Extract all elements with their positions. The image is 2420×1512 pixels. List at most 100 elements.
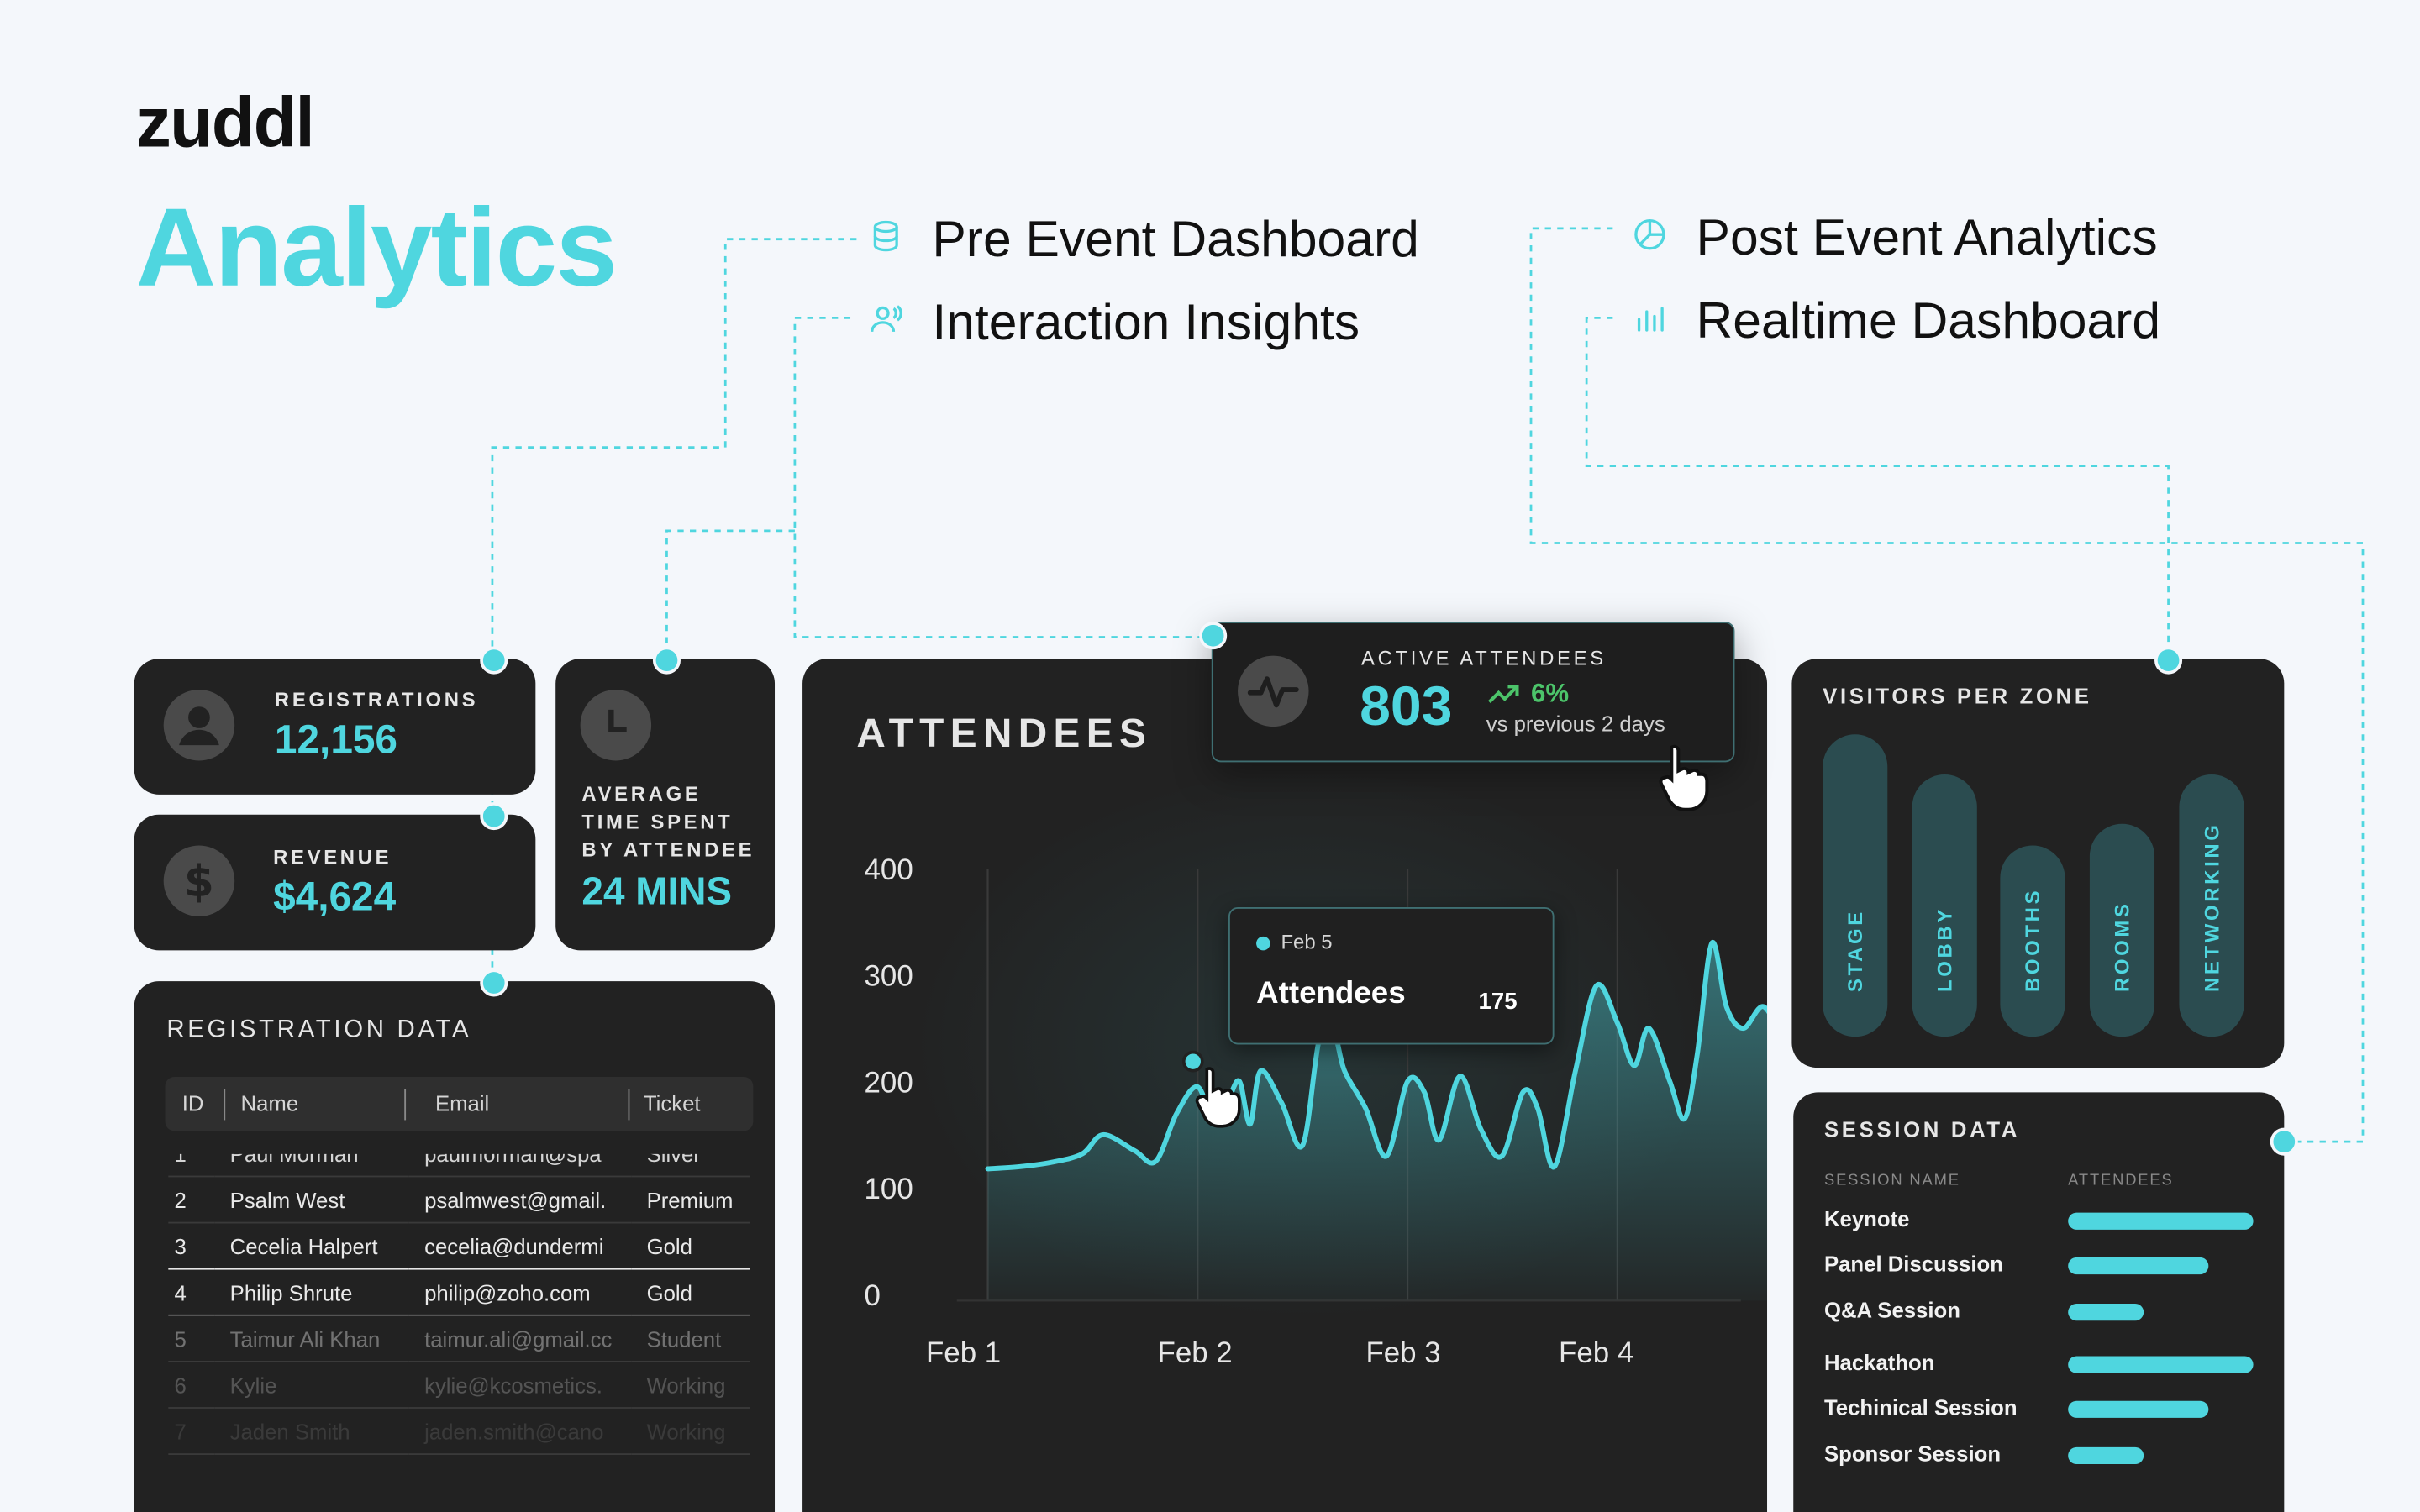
attendees-chart[interactable]: 400 300 200 100 0 Feb 1 Feb 2 Feb 3 Feb 4 (802, 659, 1768, 1512)
session-attendees-column: ATTENDEES (2068, 1172, 2174, 1190)
zuddl-logo: zuddl (135, 81, 315, 162)
average-time-value: 24 MINS (581, 869, 733, 914)
session-name: Q&A Session (1823, 1297, 1960, 1323)
user-icon (163, 690, 235, 761)
session-row[interactable]: Q&A Session (1824, 1294, 2272, 1331)
y-tick-label: 200 (865, 1066, 913, 1099)
active-attendees-card[interactable]: ACTIVE ATTENDEES 803 6% vs previous 2 da… (1211, 622, 1735, 763)
table-row[interactable]: 6 Kylie kylie@kcosmetics. Working (168, 1361, 750, 1409)
cell-ticket: Gold (631, 1268, 750, 1316)
hover-point[interactable] (1181, 1050, 1204, 1073)
session-data-card: SESSION DATA SESSION NAME ATTENDEES Keyn… (1793, 1092, 2285, 1512)
feature-interaction-insights[interactable]: Interaction Insights (932, 292, 1360, 350)
bar-chart-icon (1633, 302, 1666, 344)
table-row[interactable]: 5 Taimur Ali Khan taimur.ali@gmail.cc Stude… (168, 1315, 750, 1362)
hand-cursor-icon-2 (1659, 744, 1709, 811)
cell-ticket: Working (631, 1361, 750, 1409)
cell-ticket: Silver (631, 1153, 750, 1178)
session-row[interactable]: Panel Discussion (1824, 1248, 2272, 1285)
zone-bar-rooms[interactable]: ROOMS (2090, 823, 2155, 1037)
chart-tooltip: Feb 5 Attendees 175 (1228, 906, 1555, 1045)
zone-bar-booths[interactable]: BOOTHS (2001, 845, 2066, 1037)
pie-chart-icon (1633, 218, 1666, 260)
cell-email: cecelia@dundermi (408, 1222, 632, 1270)
session-attendees-bar (2068, 1257, 2209, 1275)
zone-bar-stage[interactable]: STAGE (1823, 734, 1888, 1037)
cell-name: Cecelia Halpert (214, 1222, 409, 1270)
revenue-card[interactable]: $ REVENUE $4,624 (134, 814, 536, 951)
zone-label: NETWORKING (2199, 822, 2223, 992)
cell-id: 1 (168, 1153, 215, 1178)
table-row[interactable]: 4 Philip Shrute philip@zoho.com Gold (168, 1268, 750, 1316)
feature-pre-event-dashboard[interactable]: Pre Event Dashboard (932, 209, 1419, 267)
session-attendees-bar (2068, 1212, 2254, 1230)
cell-email: jaden.smith@cano (408, 1407, 632, 1456)
clock-icon (580, 690, 652, 761)
column-name[interactable]: Name (240, 1090, 299, 1116)
column-ticket[interactable]: Ticket (643, 1090, 701, 1116)
average-time-card[interactable]: AVERAGE TIME SPENT BY ATTENDEE 24 MINS (555, 659, 776, 951)
cell-ticket: Working (631, 1407, 750, 1456)
table-row[interactable]: 1Paul Mormanpaulmorman@spaSilver (168, 1153, 750, 1178)
registrations-label: REGISTRATIONS (274, 688, 479, 711)
table-row[interactable]: 2 Psalm West psalmwest@gmail. Premium (168, 1176, 750, 1224)
average-time-label: AVERAGE TIME SPENT BY ATTENDEE (581, 782, 755, 861)
session-attendees-bar (2068, 1446, 2144, 1465)
cell-name: Psalm West (214, 1176, 409, 1224)
zone-label: BOOTHS (2021, 887, 2045, 992)
session-attendees-bar (2068, 1356, 2254, 1373)
x-tick-label: Feb 1 (926, 1336, 1001, 1369)
cell-id: 7 (168, 1407, 215, 1456)
registrations-card[interactable]: REGISTRATIONS 12,156 (134, 659, 536, 795)
zone-label: LOBBY (1932, 906, 1956, 992)
cell-name: Philip Shrute (214, 1268, 409, 1316)
cell-name: Kylie (214, 1361, 409, 1409)
cell-id: 5 (168, 1315, 215, 1362)
visitors-per-zone-title: VISITORS PER ZONE (1823, 683, 2092, 709)
cell-name: Paul Morman (214, 1153, 409, 1178)
cell-email: paulmorman@spa (408, 1153, 632, 1178)
zone-label: STAGE (1843, 909, 1867, 992)
session-name: Panel Discussion (1823, 1251, 2003, 1276)
y-tick-label: 300 (865, 960, 913, 993)
y-tick-label: 0 (865, 1279, 881, 1312)
cell-email: taimur.ali@gmail.cc (408, 1315, 632, 1362)
session-attendees-bar (2068, 1304, 2144, 1321)
visitors-per-zone-card: VISITORS PER ZONE STAGE LOBBY BOOTHS ROOMS N… (1791, 659, 2285, 1068)
session-attendees-bar (2068, 1400, 2209, 1418)
session-row[interactable]: Hackathon (1824, 1347, 2272, 1383)
svg-text:$: $ (184, 857, 214, 907)
tooltip-value: 175 (1478, 989, 1518, 1016)
feature-post-event-analytics[interactable]: Post Event Analytics (1696, 207, 2158, 265)
zone-bar-lobby[interactable]: LOBBY (1912, 774, 1977, 1037)
x-tick-label: Feb 3 (1365, 1336, 1440, 1369)
database-icon (869, 219, 902, 261)
revenue-value: $4,624 (273, 873, 397, 920)
cell-id: 2 (168, 1176, 215, 1224)
session-row[interactable]: Keynote (1824, 1204, 2272, 1241)
column-email[interactable]: Email (434, 1090, 490, 1116)
registration-table-body: 1Paul Mormanpaulmorman@spaSilver2Psalm W… (168, 1153, 750, 1509)
cell-name: Jaden Smith (214, 1407, 409, 1456)
registration-table-header: ID Name Email Ticket (165, 1077, 754, 1131)
session-name-column: SESSION NAME (1823, 1172, 1960, 1190)
zone-bar-networking[interactable]: NETWORKING (2179, 774, 2244, 1037)
session-row[interactable]: Techinical Session (1824, 1392, 2272, 1429)
trend-up-icon (1487, 685, 1519, 704)
x-tick-label: Feb 4 (1559, 1336, 1634, 1369)
tooltip-series-label: Attendees (1256, 976, 1406, 1011)
table-row[interactable]: 3 Cecelia Halpert cecelia@dundermi Gold (168, 1222, 750, 1270)
registration-data-card: REGISTRATION DATA ID Name Email Ticket 1… (134, 981, 776, 1512)
column-id[interactable]: ID (182, 1090, 204, 1116)
table-row[interactable]: 7 Jaden Smith jaden.smith@cano Working (168, 1407, 750, 1456)
attendees-area (987, 942, 1768, 1301)
session-row[interactable]: Sponsor Session (1824, 1438, 2272, 1475)
feature-realtime-dashboard[interactable]: Realtime Dashboard (1696, 291, 2161, 349)
cell-ticket: Gold (631, 1222, 750, 1270)
y-tick-label: 100 (865, 1173, 913, 1205)
cell-id: 4 (168, 1268, 215, 1316)
session-data-title: SESSION DATA (1823, 1116, 2021, 1142)
cell-id: 3 (168, 1222, 215, 1270)
session-name: Keynote (1823, 1206, 1910, 1231)
